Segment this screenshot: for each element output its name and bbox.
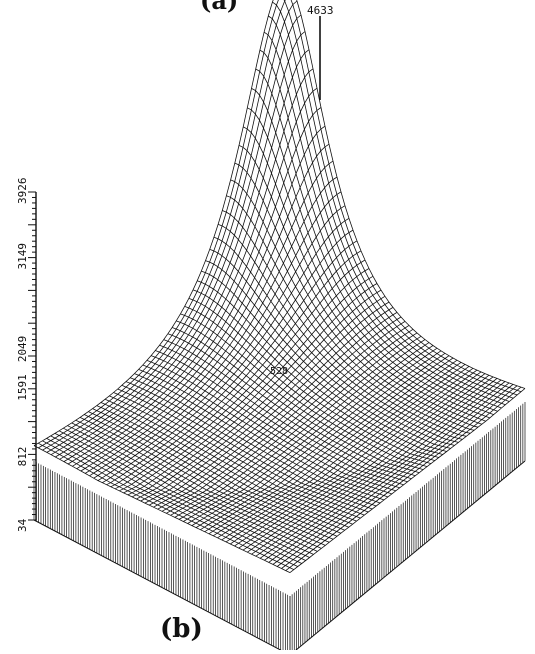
surface-mesh xyxy=(33,0,526,573)
panel-label-b: (b) xyxy=(160,614,203,644)
mesh-line-v xyxy=(213,236,459,443)
mesh-line-u xyxy=(247,373,486,553)
mesh-line-v xyxy=(230,179,475,431)
z-axis-tick-label: 1591 xyxy=(16,374,29,401)
mesh-line-v xyxy=(50,435,306,561)
mesh-line-u xyxy=(289,388,526,573)
z-axis-tick-label: 3149 xyxy=(16,243,29,270)
mesh-line-u xyxy=(272,382,510,565)
mesh-line-u xyxy=(76,125,326,470)
mesh-line-v xyxy=(67,425,322,549)
mesh-line-u xyxy=(84,160,334,474)
mesh-line-v xyxy=(46,438,302,564)
mesh-line-v xyxy=(222,210,467,437)
mesh-line-v xyxy=(58,430,314,555)
z-axis-tick-label: 34 xyxy=(16,518,29,532)
mesh-line-u xyxy=(268,381,506,563)
mesh-line-u xyxy=(72,107,322,467)
mesh-line-v xyxy=(42,440,298,567)
peak-marker: 4633 528 xyxy=(270,4,334,377)
z-axis: 34 812 1591 2049 3149 3926 xyxy=(16,178,37,532)
mesh-line-v xyxy=(290,0,522,393)
z-axis-tick-label: 2049 xyxy=(16,336,29,363)
panel-label-a: (a) xyxy=(200,0,239,15)
box-sides xyxy=(33,402,526,654)
mesh-line-u xyxy=(276,384,514,567)
mesh-line-u xyxy=(255,376,494,557)
mesh-line-u xyxy=(285,386,522,571)
z-axis-tick-label: 812 xyxy=(16,447,29,467)
mesh-line-v xyxy=(33,445,291,573)
mesh-line-u xyxy=(131,283,378,498)
mesh-line-u xyxy=(259,378,498,559)
mesh-line-v xyxy=(255,68,498,412)
mesh-line-u xyxy=(89,176,338,477)
mesh-line-v xyxy=(38,442,295,570)
mesh-line-v xyxy=(54,433,310,558)
mesh-line-u xyxy=(153,312,398,508)
peak-label: 4633 xyxy=(307,4,334,17)
base-outline xyxy=(33,460,526,654)
inner-value-label: 528 xyxy=(270,366,288,377)
mesh-line-v xyxy=(71,422,326,546)
mesh-line-v xyxy=(272,1,514,399)
mesh-line-v xyxy=(268,15,510,402)
mesh-line-u xyxy=(281,385,518,569)
z-axis-tick-label: 3926 xyxy=(16,178,29,205)
mesh-line-u xyxy=(264,379,502,561)
mesh-line-v xyxy=(188,298,436,461)
mesh-line-v xyxy=(75,419,330,543)
mesh-line-u xyxy=(55,31,306,458)
mesh-line-v xyxy=(63,427,318,552)
mesh-line-u xyxy=(251,374,490,555)
